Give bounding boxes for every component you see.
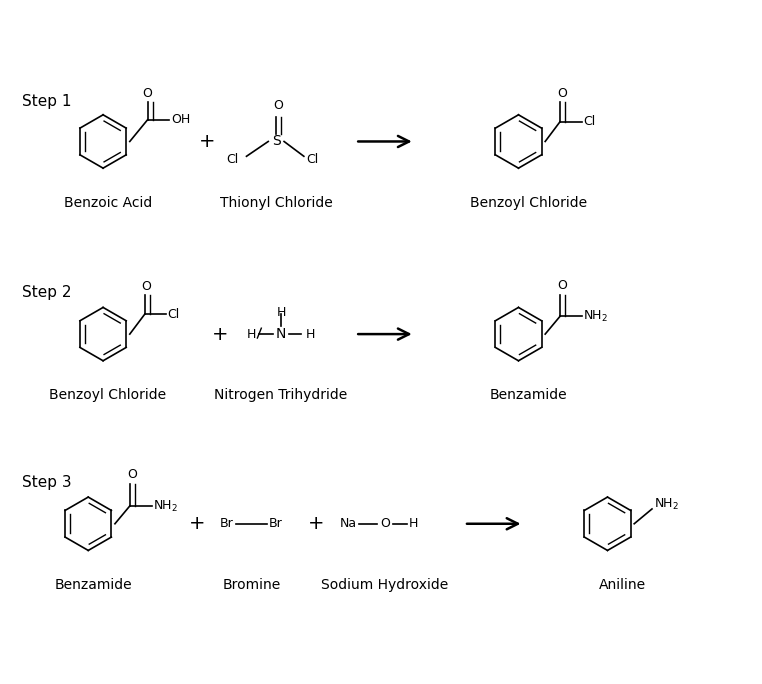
Text: Sodium Hydroxide: Sodium Hydroxide bbox=[322, 578, 449, 592]
Text: Step 3: Step 3 bbox=[22, 475, 72, 490]
Text: H: H bbox=[277, 306, 286, 319]
Text: Cl: Cl bbox=[306, 153, 318, 166]
Text: Benzoic Acid: Benzoic Acid bbox=[64, 196, 152, 210]
Text: Benzamide: Benzamide bbox=[54, 578, 132, 592]
Text: +: + bbox=[189, 514, 205, 534]
Text: NH$_2$: NH$_2$ bbox=[654, 497, 679, 512]
Text: O: O bbox=[142, 280, 152, 293]
Text: Nitrogen Trihydride: Nitrogen Trihydride bbox=[214, 389, 347, 402]
Text: N: N bbox=[276, 327, 287, 341]
Text: Cl: Cl bbox=[583, 115, 595, 128]
Text: Aniline: Aniline bbox=[599, 578, 646, 592]
Text: NH$_2$: NH$_2$ bbox=[583, 308, 608, 324]
Text: Benzamide: Benzamide bbox=[489, 389, 567, 402]
Text: Na: Na bbox=[340, 517, 357, 530]
Text: H: H bbox=[408, 517, 418, 530]
Text: Br: Br bbox=[220, 517, 234, 530]
Text: O: O bbox=[380, 517, 390, 530]
Text: O: O bbox=[557, 278, 567, 291]
Text: +: + bbox=[212, 325, 228, 343]
Text: OH: OH bbox=[171, 114, 190, 127]
Text: Thionyl Chloride: Thionyl Chloride bbox=[219, 196, 332, 210]
Text: H: H bbox=[247, 328, 256, 341]
Text: O: O bbox=[126, 469, 136, 482]
Text: S: S bbox=[272, 135, 280, 148]
Text: O: O bbox=[142, 87, 152, 100]
Text: Benzoyl Chloride: Benzoyl Chloride bbox=[50, 389, 167, 402]
Text: +: + bbox=[199, 132, 215, 151]
Text: Step 2: Step 2 bbox=[22, 285, 72, 300]
Text: H: H bbox=[306, 328, 315, 341]
Text: Bromine: Bromine bbox=[223, 578, 280, 592]
Text: Benzoyl Chloride: Benzoyl Chloride bbox=[470, 196, 587, 210]
Text: O: O bbox=[557, 87, 567, 100]
Text: NH$_2$: NH$_2$ bbox=[152, 499, 178, 514]
Text: Br: Br bbox=[269, 517, 283, 530]
Text: +: + bbox=[308, 514, 324, 534]
Text: Cl: Cl bbox=[226, 153, 239, 166]
Text: Cl: Cl bbox=[168, 308, 180, 321]
Text: O: O bbox=[274, 99, 283, 112]
Text: Step 1: Step 1 bbox=[22, 94, 72, 109]
